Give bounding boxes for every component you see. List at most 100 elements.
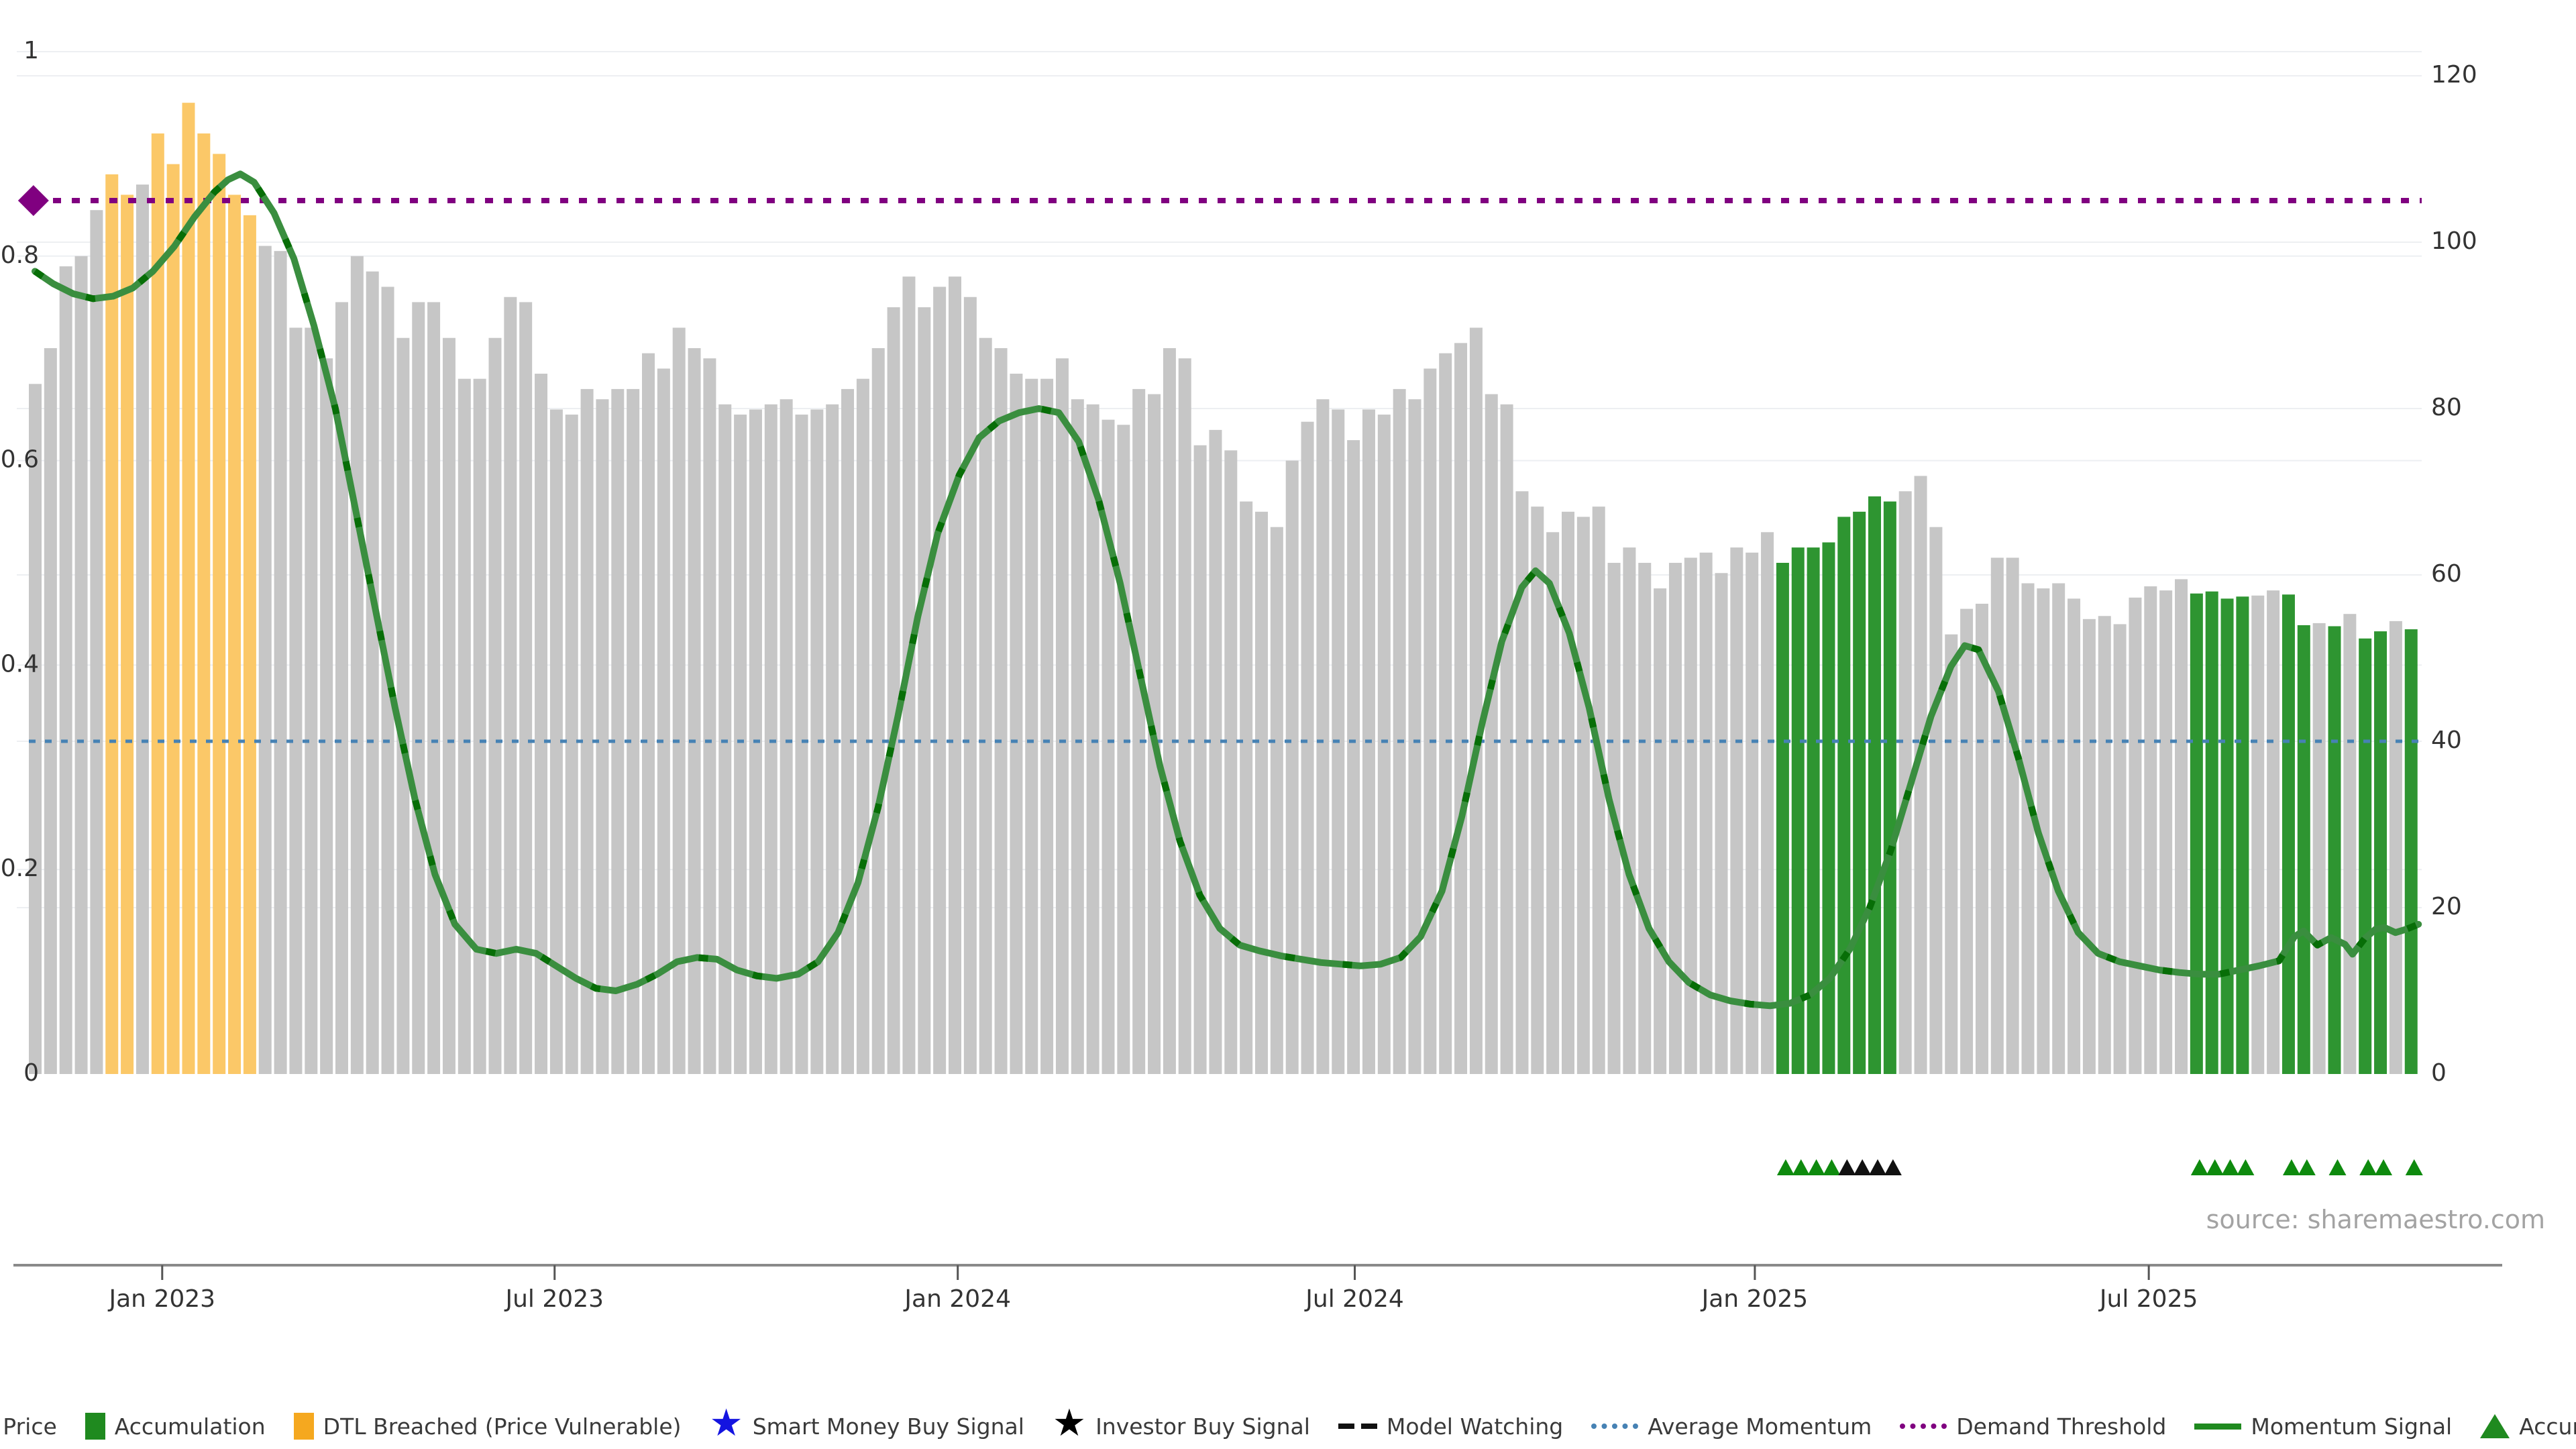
- close-price-bar[interactable]: [963, 297, 977, 1074]
- close-price-bar[interactable]: [1668, 563, 1682, 1074]
- close-price-bar[interactable]: [2159, 590, 2173, 1074]
- legend-dtl-breached[interactable]: DTL Breached (Price Vulnerable): [293, 1413, 682, 1440]
- accumulation-triangle-marker[interactable]: [2375, 1159, 2393, 1175]
- close-price-bar[interactable]: [549, 409, 563, 1074]
- close-price-bar[interactable]: [1898, 491, 1912, 1074]
- close-price-bar[interactable]: [657, 368, 670, 1075]
- legend-demand-threshold[interactable]: Demand Threshold: [1900, 1413, 2166, 1440]
- close-price-bar[interactable]: [1132, 388, 1146, 1074]
- close-price-bar[interactable]: [366, 271, 379, 1074]
- close-price-bar[interactable]: [918, 307, 931, 1074]
- legend-investor-buy-signal[interactable]: ★ Investor Buy Signal: [1053, 1405, 1310, 1442]
- legend-smart-money-buy-signal[interactable]: ★ Smart Money Buy Signal: [710, 1405, 1024, 1442]
- close-price-bar[interactable]: [1347, 440, 1360, 1074]
- close-price-bar[interactable]: [1746, 552, 1759, 1074]
- close-price-bar[interactable]: [2312, 623, 2326, 1074]
- close-price-bar[interactable]: [289, 327, 303, 1075]
- close-price-bar[interactable]: [1209, 429, 1222, 1074]
- close-price-bar[interactable]: [718, 404, 732, 1074]
- close-price-bar[interactable]: [2068, 598, 2081, 1074]
- close-price-bar[interactable]: [979, 337, 992, 1075]
- close-price-bar[interactable]: [1240, 501, 1253, 1074]
- close-price-bar[interactable]: [887, 307, 900, 1074]
- close-price-bar[interactable]: [1163, 347, 1176, 1075]
- close-price-bar[interactable]: [580, 388, 594, 1074]
- close-price-bar[interactable]: [2113, 624, 2127, 1074]
- dtl-breached-bar[interactable]: [243, 215, 256, 1075]
- close-price-bar[interactable]: [734, 415, 747, 1074]
- accumulation-bar[interactable]: [2282, 594, 2295, 1074]
- legend-average-momentum[interactable]: Average Momentum: [1591, 1413, 1872, 1440]
- close-price-bar[interactable]: [1102, 419, 1115, 1074]
- accumulation-bar[interactable]: [2328, 626, 2341, 1074]
- close-price-bar[interactable]: [2021, 583, 2035, 1074]
- close-price-bar[interactable]: [59, 266, 72, 1074]
- close-price-bar[interactable]: [2267, 590, 2280, 1074]
- accumulation-triangle-marker[interactable]: [2359, 1159, 2377, 1175]
- close-price-bar[interactable]: [504, 297, 517, 1074]
- accumulation-bar[interactable]: [2220, 598, 2234, 1074]
- close-price-bar[interactable]: [1623, 547, 1636, 1074]
- close-price-bar[interactable]: [1638, 563, 1652, 1074]
- close-price-bar[interactable]: [1469, 327, 1483, 1075]
- accumulation-bar[interactable]: [1822, 542, 1835, 1074]
- close-price-bar[interactable]: [1531, 506, 1544, 1074]
- close-price-bar[interactable]: [1377, 415, 1391, 1074]
- close-price-bar[interactable]: [1193, 445, 1207, 1074]
- close-price-bar[interactable]: [1730, 547, 1743, 1074]
- close-price-bar[interactable]: [627, 388, 640, 1074]
- close-price-bar[interactable]: [427, 302, 441, 1074]
- close-price-bar[interactable]: [90, 210, 103, 1075]
- close-price-bar[interactable]: [1945, 634, 1958, 1074]
- close-price-bar[interactable]: [596, 399, 609, 1074]
- legend-accumulation-marker[interactable]: Accumulation: [2480, 1413, 2576, 1440]
- dtl-breached-bar[interactable]: [213, 154, 226, 1074]
- close-price-bar[interactable]: [1546, 532, 1560, 1074]
- legend-momentum-signal[interactable]: Momentum Signal: [2194, 1413, 2452, 1440]
- accumulation-bar[interactable]: [2404, 629, 2418, 1074]
- close-price-bar[interactable]: [611, 388, 625, 1074]
- close-price-bar[interactable]: [1040, 378, 1054, 1075]
- accumulation-triangle-marker[interactable]: [1776, 1159, 1794, 1175]
- close-price-bar[interactable]: [1715, 573, 1728, 1074]
- momentum-signal-line[interactable]: [32, 170, 2422, 1010]
- close-price-bar[interactable]: [74, 256, 88, 1074]
- legend-close-price[interactable]: Close Price: [0, 1413, 57, 1440]
- investor-buy-triangle-marker[interactable]: [1854, 1159, 1872, 1175]
- close-price-bar[interactable]: [764, 404, 777, 1074]
- close-price-bar[interactable]: [1285, 460, 1299, 1074]
- close-price-bar[interactable]: [565, 415, 578, 1074]
- close-price-bar[interactable]: [442, 337, 455, 1075]
- close-price-bar[interactable]: [2343, 614, 2357, 1074]
- close-price-bar[interactable]: [933, 286, 947, 1074]
- close-price-bar[interactable]: [1592, 506, 1605, 1074]
- close-price-bar[interactable]: [1255, 511, 1268, 1074]
- close-price-bar[interactable]: [949, 276, 961, 1074]
- accumulation-bar[interactable]: [2205, 591, 2218, 1074]
- close-price-bar[interactable]: [2129, 597, 2142, 1074]
- accumulation-triangle-marker[interactable]: [1807, 1159, 1825, 1175]
- close-price-bar[interactable]: [1654, 588, 1667, 1074]
- legend-model-watching[interactable]: Model Watching: [1338, 1413, 1563, 1440]
- close-price-bar[interactable]: [780, 399, 793, 1074]
- dtl-breached-bar[interactable]: [228, 195, 241, 1074]
- close-price-bar[interactable]: [1010, 374, 1023, 1074]
- close-price-bar[interactable]: [1914, 476, 1927, 1074]
- close-price-bar[interactable]: [136, 184, 149, 1074]
- close-price-bar[interactable]: [44, 347, 57, 1075]
- accumulation-triangle-marker[interactable]: [2237, 1159, 2255, 1175]
- close-price-bar[interactable]: [1086, 404, 1099, 1074]
- investor-buy-triangle-marker[interactable]: [1838, 1159, 1856, 1175]
- close-price-bar[interactable]: [1316, 399, 1330, 1074]
- dtl-breached-bar[interactable]: [105, 174, 119, 1074]
- close-price-bar[interactable]: [688, 347, 701, 1075]
- close-price-bar[interactable]: [1071, 399, 1084, 1074]
- close-price-bar[interactable]: [1562, 511, 1574, 1074]
- close-price-bar[interactable]: [841, 388, 855, 1074]
- close-price-bar[interactable]: [1500, 404, 1513, 1074]
- accumulation-bar[interactable]: [2236, 596, 2249, 1074]
- close-price-bar[interactable]: [458, 378, 471, 1075]
- accumulation-bar[interactable]: [2190, 593, 2203, 1074]
- accumulation-bar[interactable]: [1883, 501, 1896, 1074]
- dtl-breached-bar[interactable]: [151, 133, 164, 1074]
